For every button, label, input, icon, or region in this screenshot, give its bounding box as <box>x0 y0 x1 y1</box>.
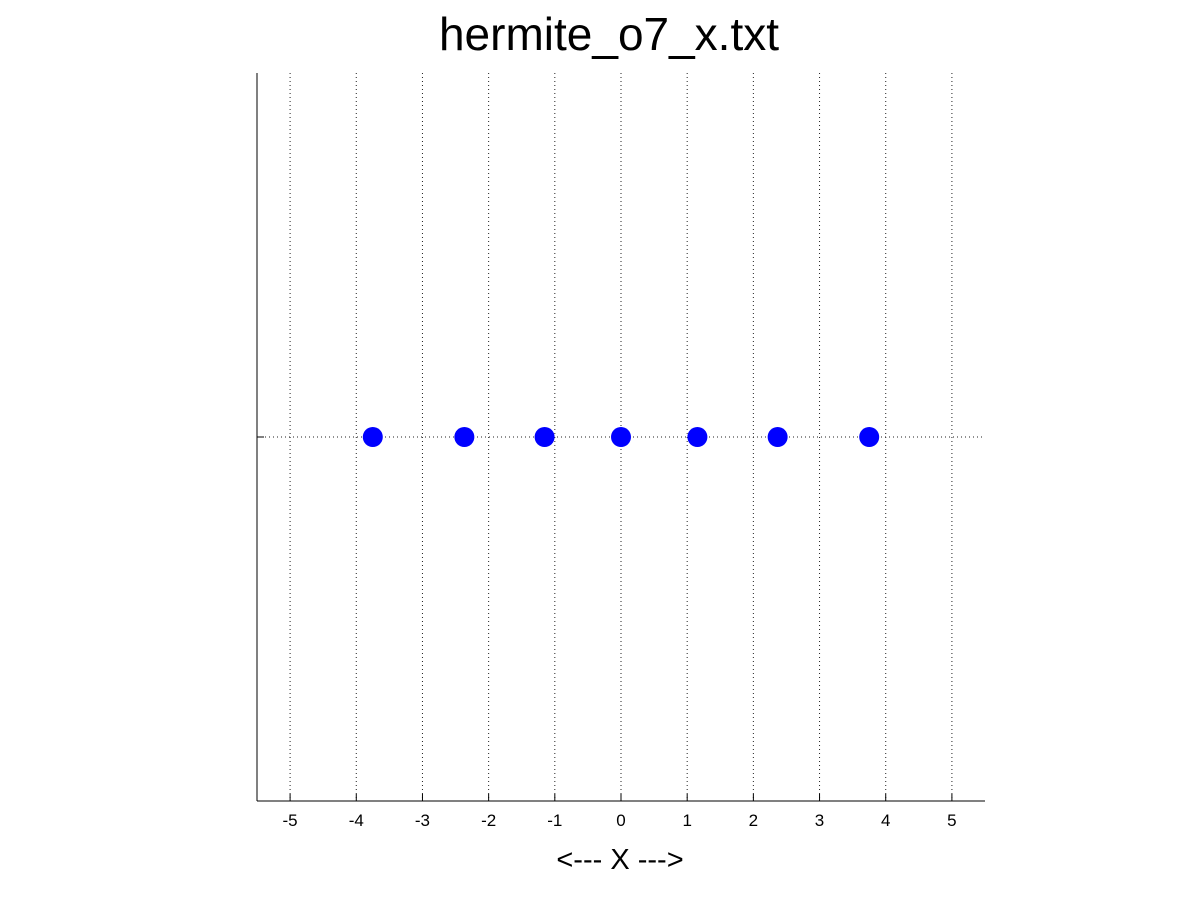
x-tick-label: -5 <box>283 811 298 830</box>
data-points <box>362 427 880 447</box>
data-point <box>534 427 555 447</box>
x-ticks: -5 -4 -3 -2 -1 0 1 2 3 4 5 <box>257 436 957 830</box>
x-tick-label: 1 <box>682 811 691 830</box>
data-point <box>611 427 631 447</box>
x-tick-label: -4 <box>349 811 364 830</box>
x-tick-label: -1 <box>547 811 562 830</box>
data-point <box>767 427 788 447</box>
x-tick-label: -2 <box>481 811 496 830</box>
x-tick-label: 0 <box>616 811 625 830</box>
x-tick-label: 5 <box>947 811 956 830</box>
data-point <box>362 427 383 447</box>
x-tick-label: -3 <box>415 811 430 830</box>
chart-title: hermite_o7_x.txt <box>439 8 779 60</box>
x-tick-label: 2 <box>749 811 758 830</box>
data-point <box>859 427 880 447</box>
x-axis-label: <--- X ---> <box>556 844 683 876</box>
x-tick-label: 4 <box>881 811 890 830</box>
data-point <box>454 427 475 447</box>
x-tick-label: 3 <box>815 811 824 830</box>
data-point <box>687 427 708 447</box>
